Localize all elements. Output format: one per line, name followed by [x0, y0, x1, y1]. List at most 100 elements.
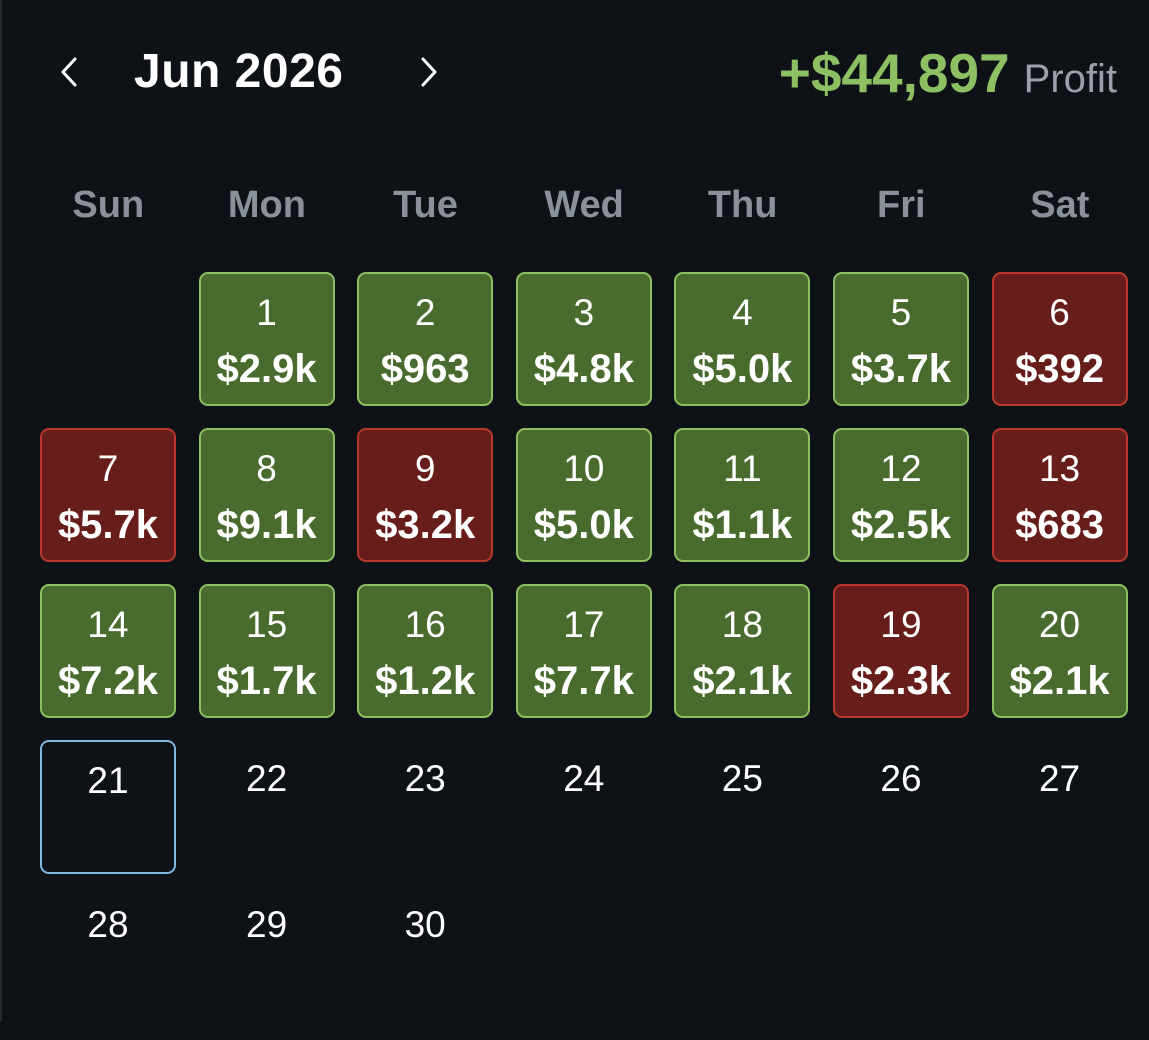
day-number: 21: [87, 760, 129, 801]
day-tile[interactable]: 22: [199, 740, 335, 874]
day-number: 29: [246, 904, 288, 945]
day-pnl-tile[interactable]: 20 $2.1k: [991, 584, 1128, 718]
profit-label: Profit: [1023, 57, 1117, 101]
next-month-button[interactable]: [409, 48, 449, 96]
day-pnl-tile[interactable]: 9 $3.2k: [357, 428, 494, 562]
day-cell[interactable]: 29: [188, 884, 347, 1040]
day-number: 7: [97, 448, 119, 489]
weekday-label: Sat: [1030, 184, 1090, 226]
day-pnl-tile[interactable]: 5 $3.7k: [832, 272, 969, 406]
day-cell[interactable]: 12 $2.5k: [822, 426, 981, 582]
day-pnl-tile[interactable]: 17 $7.7k: [515, 584, 652, 718]
day-number: 9: [414, 448, 436, 489]
day-pnl-value: $1.2k: [375, 659, 476, 703]
weekday-label: Thu: [707, 184, 778, 226]
day-pnl-value: $4.8k: [533, 347, 634, 391]
weekday-label: Mon: [227, 184, 306, 226]
day-number: 12: [880, 448, 922, 489]
day-tile[interactable]: 23: [357, 740, 493, 874]
day-cell[interactable]: 22: [188, 738, 347, 884]
day-cell[interactable]: 3 $4.8k: [505, 270, 664, 426]
day-pnl-tile[interactable]: 7 $5.7k: [40, 428, 176, 562]
day-cell[interactable]: 17 $7.7k: [505, 582, 664, 738]
day-cell[interactable]: 14 $7.2k: [29, 582, 188, 738]
day-cell[interactable]: 21: [29, 738, 188, 884]
day-tile[interactable]: 24: [516, 740, 652, 874]
day-pnl-value: $3.7k: [850, 347, 952, 391]
day-pnl-tile[interactable]: 8 $9.1k: [198, 428, 335, 562]
day-tile[interactable]: 26: [833, 740, 969, 874]
day-pnl-value: $5.7k: [57, 503, 159, 547]
day-pnl-value: $3.2k: [375, 503, 476, 547]
day-pnl-value: $5.0k: [533, 503, 634, 547]
day-cell[interactable]: 28: [29, 884, 188, 1040]
day-pnl-value: $1.7k: [216, 659, 317, 703]
weekday-label: Tue: [393, 184, 458, 226]
day-cell[interactable]: 10 $5.0k: [505, 426, 664, 582]
day-cell[interactable]: 20 $2.1k: [981, 582, 1140, 738]
day-number: 6: [1049, 292, 1070, 333]
day-pnl-tile[interactable]: 4 $5.0k: [674, 272, 811, 406]
day-cell[interactable]: 9 $3.2k: [346, 426, 505, 582]
day-pnl-tile[interactable]: 14 $7.2k: [40, 584, 176, 718]
day-cell[interactable]: 18 $2.1k: [663, 582, 822, 738]
day-number: 3: [573, 292, 595, 333]
day-cell[interactable]: 27: [981, 738, 1140, 884]
day-tile[interactable]: 25: [674, 740, 810, 874]
day-cell[interactable]: 24: [505, 738, 664, 884]
day-cell[interactable]: 15 $1.7k: [188, 582, 347, 738]
day-tile[interactable]: 28: [40, 886, 176, 1020]
day-cell[interactable]: 2 $963: [346, 270, 505, 426]
day-cell[interactable]: 1 $2.9k: [188, 270, 347, 426]
day-cell[interactable]: 13 $683: [981, 426, 1140, 582]
empty-day-cell: [29, 270, 188, 426]
day-number: 2: [414, 292, 436, 333]
day-tile[interactable]: 29: [199, 886, 335, 1020]
day-pnl-tile[interactable]: 16 $1.2k: [357, 584, 494, 718]
day-cell[interactable]: 26: [822, 738, 981, 884]
day-pnl-tile[interactable]: 1 $2.9k: [198, 272, 335, 406]
weekday-label: Fri: [876, 184, 926, 226]
day-pnl-value: $2.3k: [850, 659, 952, 703]
day-cell[interactable]: 25: [663, 738, 822, 884]
day-pnl-tile[interactable]: 10 $5.0k: [515, 428, 652, 562]
day-pnl-tile[interactable]: 15 $1.7k: [198, 584, 335, 718]
day-number: 30: [404, 904, 446, 945]
day-cell[interactable]: 23: [346, 738, 505, 884]
day-tile[interactable]: 30: [357, 886, 493, 1020]
day-pnl-tile[interactable]: 13 $683: [991, 428, 1128, 562]
day-cell[interactable]: 16 $1.2k: [346, 582, 505, 738]
day-number: 23: [404, 758, 446, 799]
day-cell[interactable]: 5 $3.7k: [822, 270, 981, 426]
day-pnl-value: $7.2k: [57, 659, 159, 703]
day-cell[interactable]: 7 $5.7k: [29, 426, 188, 582]
day-pnl-tile[interactable]: 18 $2.1k: [674, 584, 811, 718]
today-indicator[interactable]: 21: [40, 740, 176, 874]
day-cell[interactable]: 8 $9.1k: [188, 426, 347, 582]
day-pnl-tile[interactable]: 11 $1.1k: [674, 428, 811, 562]
day-pnl-tile[interactable]: 3 $4.8k: [515, 272, 652, 406]
weekday-header-row: Sun Mon Tue Wed Thu Fri Sat: [29, 180, 1139, 236]
prev-month-button[interactable]: [49, 48, 89, 96]
day-cell[interactable]: 4 $5.0k: [663, 270, 822, 426]
day-cell[interactable]: 11 $1.1k: [663, 426, 822, 582]
calendar-header: Jun 2026 +$44,897 Profit: [2, 0, 1149, 145]
day-pnl-tile[interactable]: 19 $2.3k: [832, 584, 969, 718]
day-pnl-value: $5.0k: [692, 347, 793, 391]
day-cell[interactable]: 19 $2.3k: [822, 582, 981, 738]
day-number: 13: [1038, 448, 1081, 489]
day-cell[interactable]: 6 $392: [981, 270, 1140, 426]
day-pnl-tile[interactable]: 12 $2.5k: [832, 428, 969, 562]
day-pnl-tile[interactable]: 6 $392: [991, 272, 1128, 406]
day-pnl-value: $7.7k: [533, 659, 634, 703]
day-tile[interactable]: 27: [992, 740, 1128, 874]
day-pnl-tile[interactable]: 2 $963: [357, 272, 494, 406]
day-number: 27: [1038, 758, 1081, 799]
day-number: 20: [1038, 604, 1081, 645]
day-number: 17: [563, 604, 605, 645]
month-title: Jun 2026: [134, 45, 344, 98]
day-number: 14: [87, 604, 129, 645]
weekday-label: Sun: [72, 184, 145, 226]
day-cell[interactable]: 30: [346, 884, 505, 1040]
day-number: 4: [732, 292, 753, 333]
